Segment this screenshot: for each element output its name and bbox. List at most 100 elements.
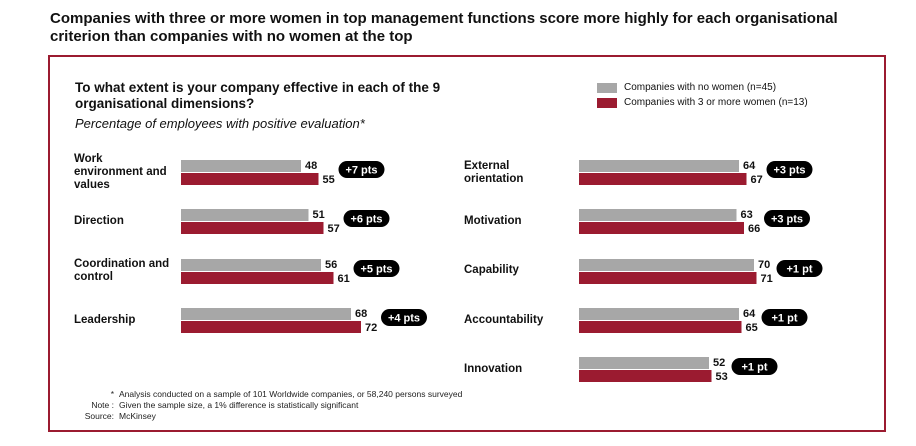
value-label-no-women: 63 xyxy=(741,209,753,221)
footnote-text: Analysis conducted on a sample of 101 Wo… xyxy=(119,389,463,399)
bar-women xyxy=(579,222,744,234)
value-label-no-women: 64 xyxy=(743,308,756,320)
category-label: Leadership xyxy=(74,314,136,326)
legend-swatch-no-women xyxy=(597,83,617,93)
difference-label: +5 pts xyxy=(360,264,392,276)
bar-no-women xyxy=(579,308,739,320)
category-label: External orientation xyxy=(464,160,524,185)
chart-frame xyxy=(48,55,886,432)
value-label-women: 65 xyxy=(746,322,758,334)
bar-no-women xyxy=(579,209,737,221)
value-label-no-women: 70 xyxy=(758,259,770,271)
value-label-women: 72 xyxy=(365,322,377,334)
difference-label: +4 pts xyxy=(388,313,420,325)
difference-badge: +4 pts xyxy=(381,309,427,326)
difference-badge-shape xyxy=(761,309,808,326)
value-label-no-women: 68 xyxy=(355,308,367,320)
footnotes: * Analysis conducted on a sample of 101 W… xyxy=(74,389,463,422)
difference-label: +1 pt xyxy=(772,313,798,325)
category-group: 70 71 +1 pt xyxy=(579,259,823,285)
difference-badge: +3 pts xyxy=(766,161,813,178)
category-label: Coordination and control xyxy=(74,258,170,283)
bar-no-women xyxy=(181,160,301,172)
chart-question: To what extent is your company effective… xyxy=(75,80,441,111)
footnote-row: Source: McKinsey xyxy=(74,411,462,422)
legend-item-no-women: Companies with no women (n=45) xyxy=(597,82,776,94)
category-group: 64 65 +1 pt xyxy=(579,308,808,334)
value-label-women: 66 xyxy=(748,223,760,235)
bar-no-women xyxy=(579,357,709,369)
difference-label: +6 pts xyxy=(350,214,382,226)
category-group: 52 53 +1 pt xyxy=(579,357,778,383)
value-label-women: 55 xyxy=(323,174,335,186)
difference-label: +7 pts xyxy=(345,165,377,177)
category-label: Direction xyxy=(74,215,124,227)
category-group: 48 55 +7 pts xyxy=(181,160,385,186)
legend-swatch-women xyxy=(597,98,617,108)
difference-badge-shape xyxy=(764,210,810,227)
bar-women xyxy=(181,173,319,185)
difference-badge-shape xyxy=(343,210,390,227)
category-group: 68 72 +4 pts xyxy=(181,308,427,334)
chart-headline: Companies with three or more women in to… xyxy=(50,10,838,45)
bar-women xyxy=(181,222,324,234)
bar-women xyxy=(579,321,742,333)
category-label: Motivation xyxy=(464,215,522,227)
difference-label: +3 pts xyxy=(773,165,805,177)
difference-badge-shape xyxy=(338,161,385,178)
footnote-text: McKinsey xyxy=(119,411,156,421)
category-label: Work environment and values xyxy=(74,153,167,191)
value-label-women: 71 xyxy=(761,273,773,285)
value-label-no-women: 52 xyxy=(713,357,725,369)
footnote-key: Source: xyxy=(84,411,114,421)
bar-women xyxy=(181,272,334,284)
category-group: 63 66 +3 pts xyxy=(579,209,810,235)
category-label: Accountability xyxy=(464,314,544,326)
difference-badge: +1 pt xyxy=(761,309,808,326)
difference-badge: +6 pts xyxy=(343,210,390,227)
footnote-text: Given the sample size, a 1% difference i… xyxy=(119,400,359,410)
difference-badge: +7 pts xyxy=(338,161,385,178)
difference-badge: +5 pts xyxy=(353,260,400,277)
bar-women xyxy=(181,321,361,333)
chart-subtitle: Percentage of employees with positive ev… xyxy=(75,116,365,131)
category-label: Innovation xyxy=(464,363,523,375)
difference-badge: +1 pt xyxy=(776,260,823,277)
bar-no-women xyxy=(579,259,754,271)
bar-women xyxy=(579,370,712,382)
footnote-row: Note : Given the sample size, a 1% differ… xyxy=(74,400,462,411)
legend-label-no-women: Companies with no women (n=45) xyxy=(624,82,777,93)
bar-no-women xyxy=(579,160,739,172)
category-label: Capability xyxy=(464,264,519,276)
footnote-row: * Analysis conducted on a sample of 101 W… xyxy=(74,389,463,400)
bar-no-women xyxy=(181,308,351,320)
category-group: 64 67 +3 pts xyxy=(579,160,813,186)
difference-badge-shape xyxy=(381,309,427,326)
value-label-no-women: 48 xyxy=(305,160,317,172)
difference-badge-shape xyxy=(353,260,400,277)
value-label-no-women: 64 xyxy=(743,160,756,172)
legend-label-women: Companies with 3 or more women (n=13) xyxy=(624,97,808,108)
value-label-no-women: 56 xyxy=(325,259,337,271)
difference-badge-shape xyxy=(731,358,778,375)
bar-women xyxy=(579,173,747,185)
value-label-no-women: 51 xyxy=(313,209,325,221)
bar-no-women xyxy=(181,209,309,221)
value-label-women: 53 xyxy=(716,371,728,383)
bar-no-women xyxy=(181,259,321,271)
footnote-key: Note : xyxy=(91,400,114,410)
value-label-women: 57 xyxy=(328,223,340,235)
legend-item-women: Companies with 3 or more women (n=13) xyxy=(597,97,808,109)
difference-badge: +1 pt xyxy=(731,358,778,375)
difference-badge-shape xyxy=(766,161,813,178)
difference-badge-shape xyxy=(776,260,823,277)
difference-label: +3 pts xyxy=(771,214,803,226)
bar-women xyxy=(579,272,757,284)
difference-badge: +3 pts xyxy=(764,210,810,227)
footnote-key: * xyxy=(110,389,114,399)
value-label-women: 67 xyxy=(751,174,763,186)
difference-label: +1 pt xyxy=(742,362,768,374)
